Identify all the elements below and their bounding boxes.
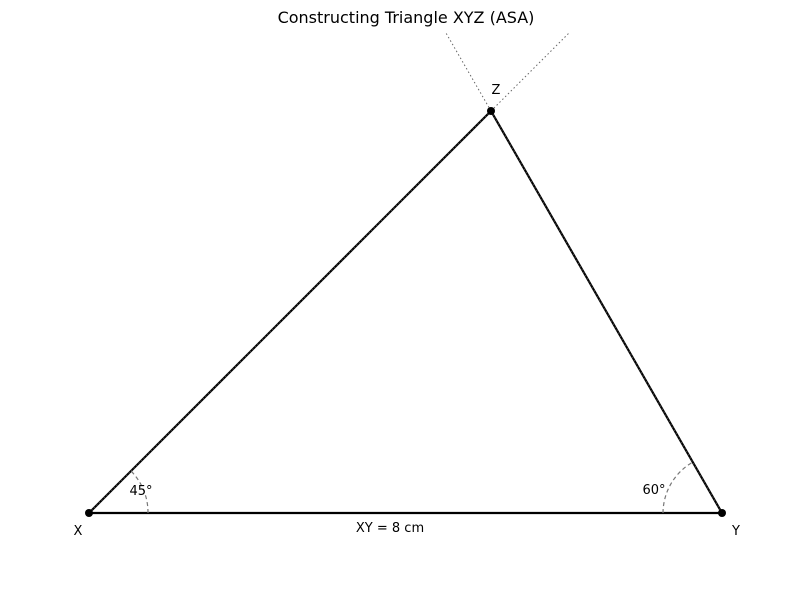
vertex-z-label: Z: [492, 83, 501, 98]
figure-title: Constructing Triangle XYZ (ASA): [278, 8, 535, 27]
angle-arc-x: [130, 470, 149, 514]
vertex-x-label: X: [74, 524, 83, 539]
side-yz-construction: [490, 110, 723, 514]
vertex-z-point: [487, 107, 495, 115]
vertex-y-point: [718, 509, 726, 517]
vertex-y-label: Y: [731, 524, 740, 539]
side-xz-construction: [88, 110, 492, 514]
construction-ray-from-x: [490, 31, 571, 112]
construction-ray-from-y: [445, 32, 492, 112]
angle-label-y: 60°: [642, 483, 665, 498]
side-xy-label: XY = 8 cm: [356, 521, 424, 536]
angle-label-x: 45°: [129, 484, 152, 499]
vertex-x-point: [85, 509, 93, 517]
angle-arc-y: [662, 461, 694, 514]
